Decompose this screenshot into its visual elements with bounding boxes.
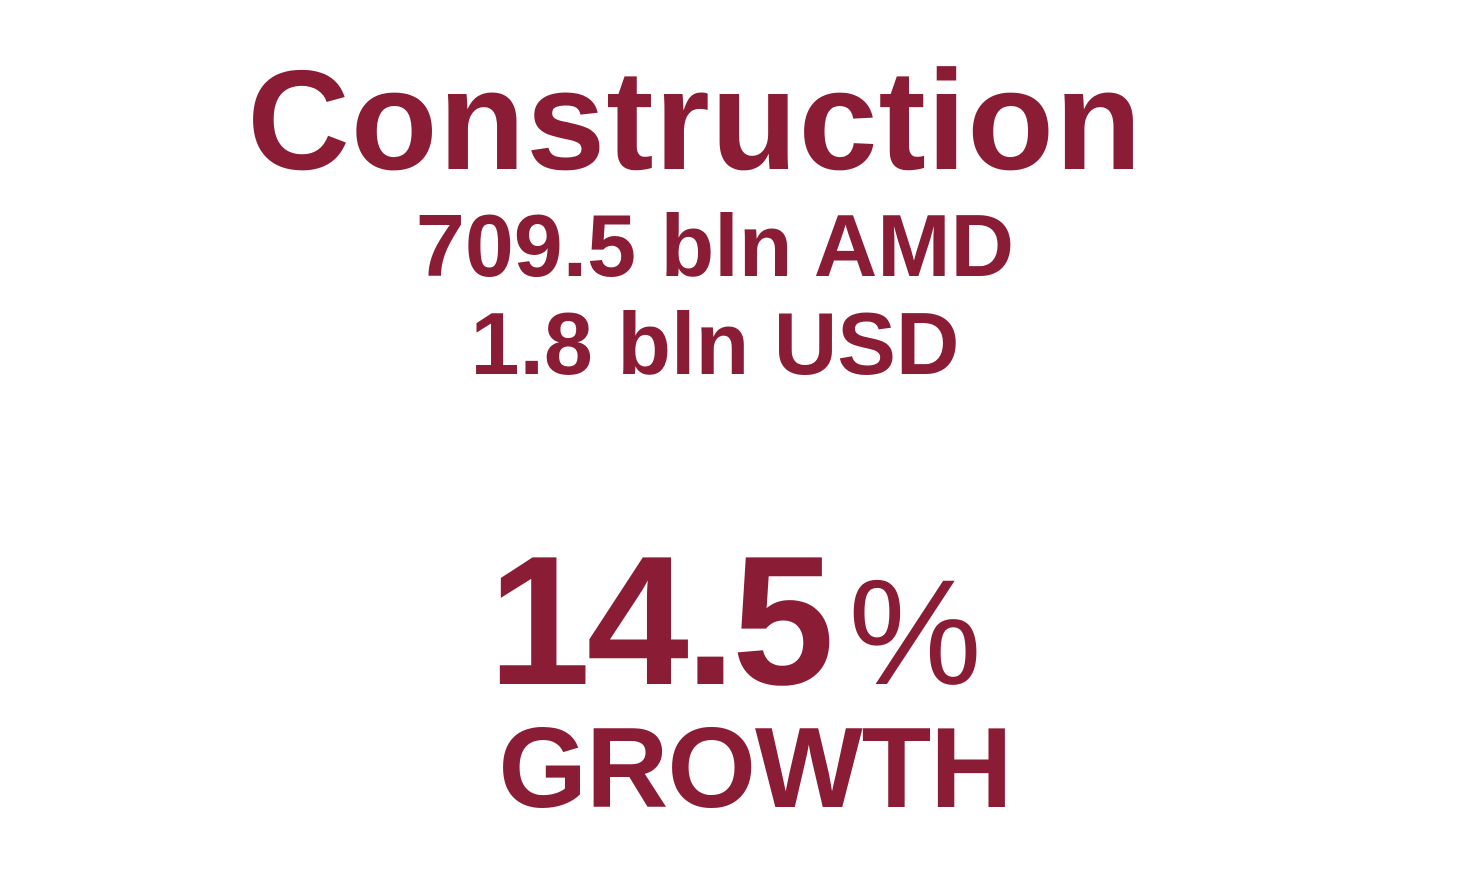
growth-value: 14.5% [20,528,1450,712]
growth-unit: % [848,548,982,716]
sector-title: Construction [247,41,1143,200]
value-amd: 709.5 bln AMD [415,196,1015,295]
value-usd: 1.8 bln USD [470,294,960,393]
growth-label: GROWTH [498,705,1012,832]
growth-number: 14.5 [488,517,834,723]
